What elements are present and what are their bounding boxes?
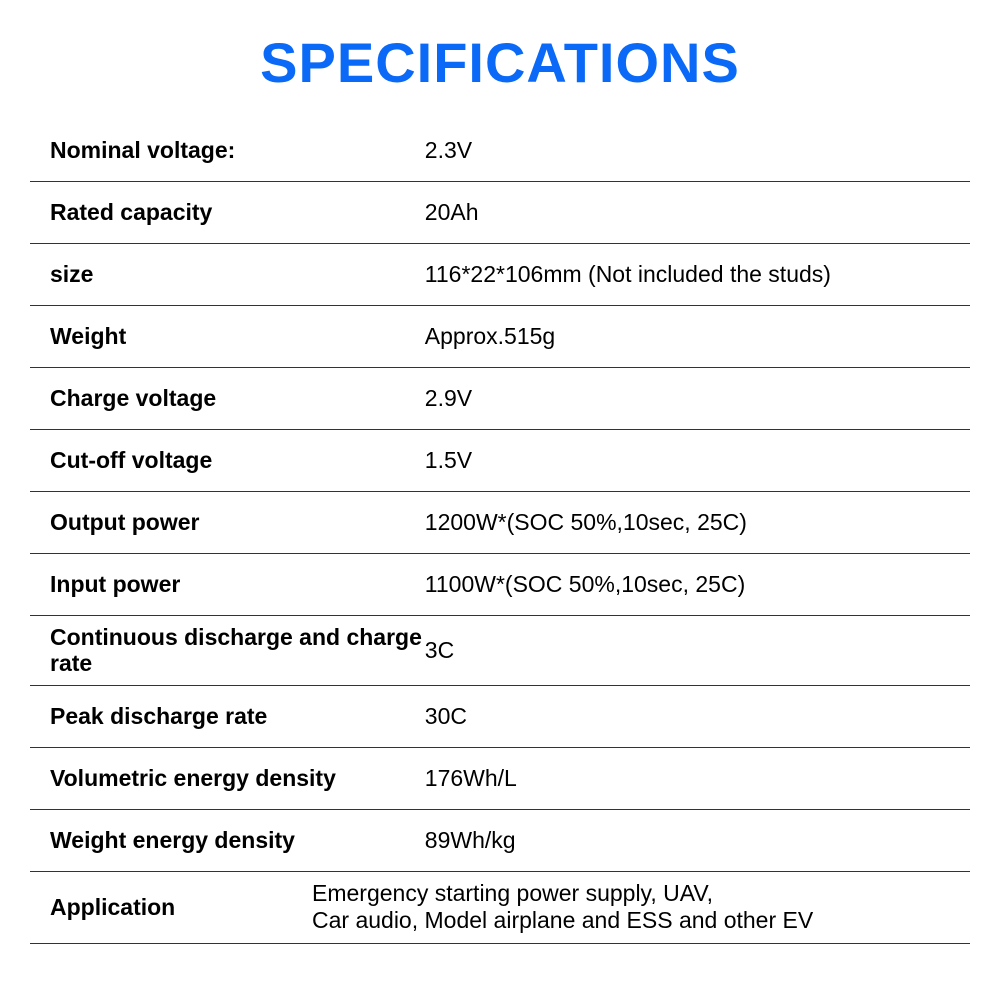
spec-value: 89Wh/kg: [425, 827, 970, 855]
spec-value: Emergency starting power supply, UAV, Ca…: [312, 880, 970, 935]
spec-value: 30C: [425, 703, 970, 731]
table-row: Weight energy density 89Wh/kg: [30, 810, 970, 872]
spec-table: Nominal voltage: 2.3V Rated capacity 20A…: [30, 120, 970, 944]
table-row: Volumetric energy density 176Wh/L: [30, 748, 970, 810]
spec-label: Weight: [30, 323, 425, 349]
spec-value: 1200W*(SOC 50%,10sec, 25C): [425, 509, 970, 537]
spec-value: Approx.515g: [425, 323, 970, 351]
table-row: Input power 1100W*(SOC 50%,10sec, 25C): [30, 554, 970, 616]
spec-label: Output power: [30, 509, 425, 535]
spec-value: 176Wh/L: [425, 765, 970, 793]
spec-label: Rated capacity: [30, 199, 425, 225]
spec-label: Application: [30, 894, 312, 920]
spec-value: 2.9V: [425, 385, 970, 413]
table-row: Charge voltage 2.9V: [30, 368, 970, 430]
spec-value: 1.5V: [425, 447, 970, 475]
table-row: Continuous discharge and charge rate 3C: [30, 616, 970, 686]
table-row: Peak discharge rate 30C: [30, 686, 970, 748]
table-row: Weight Approx.515g: [30, 306, 970, 368]
spec-value: 3C: [425, 637, 970, 665]
page-title: SPECIFICATIONS: [30, 30, 970, 95]
table-row: Application Emergency starting power sup…: [30, 872, 970, 944]
spec-label: Peak discharge rate: [30, 703, 425, 729]
spec-value: 116*22*106mm (Not included the studs): [425, 261, 970, 289]
spec-label: Input power: [30, 571, 425, 597]
spec-label: Continuous discharge and charge rate: [30, 624, 425, 677]
spec-value: 2.3V: [425, 137, 970, 165]
table-row: Nominal voltage: 2.3V: [30, 120, 970, 182]
table-row: Output power 1200W*(SOC 50%,10sec, 25C): [30, 492, 970, 554]
spec-label: Volumetric energy density: [30, 765, 425, 791]
spec-value: 20Ah: [425, 199, 970, 227]
spec-value: 1100W*(SOC 50%,10sec, 25C): [425, 571, 970, 599]
table-row: size 116*22*106mm (Not included the stud…: [30, 244, 970, 306]
spec-label: size: [30, 261, 425, 287]
table-row: Rated capacity 20Ah: [30, 182, 970, 244]
table-row: Cut-off voltage 1.5V: [30, 430, 970, 492]
spec-label: Charge voltage: [30, 385, 425, 411]
spec-label: Nominal voltage:: [30, 137, 425, 163]
spec-label: Cut-off voltage: [30, 447, 425, 473]
spec-label: Weight energy density: [30, 827, 425, 853]
